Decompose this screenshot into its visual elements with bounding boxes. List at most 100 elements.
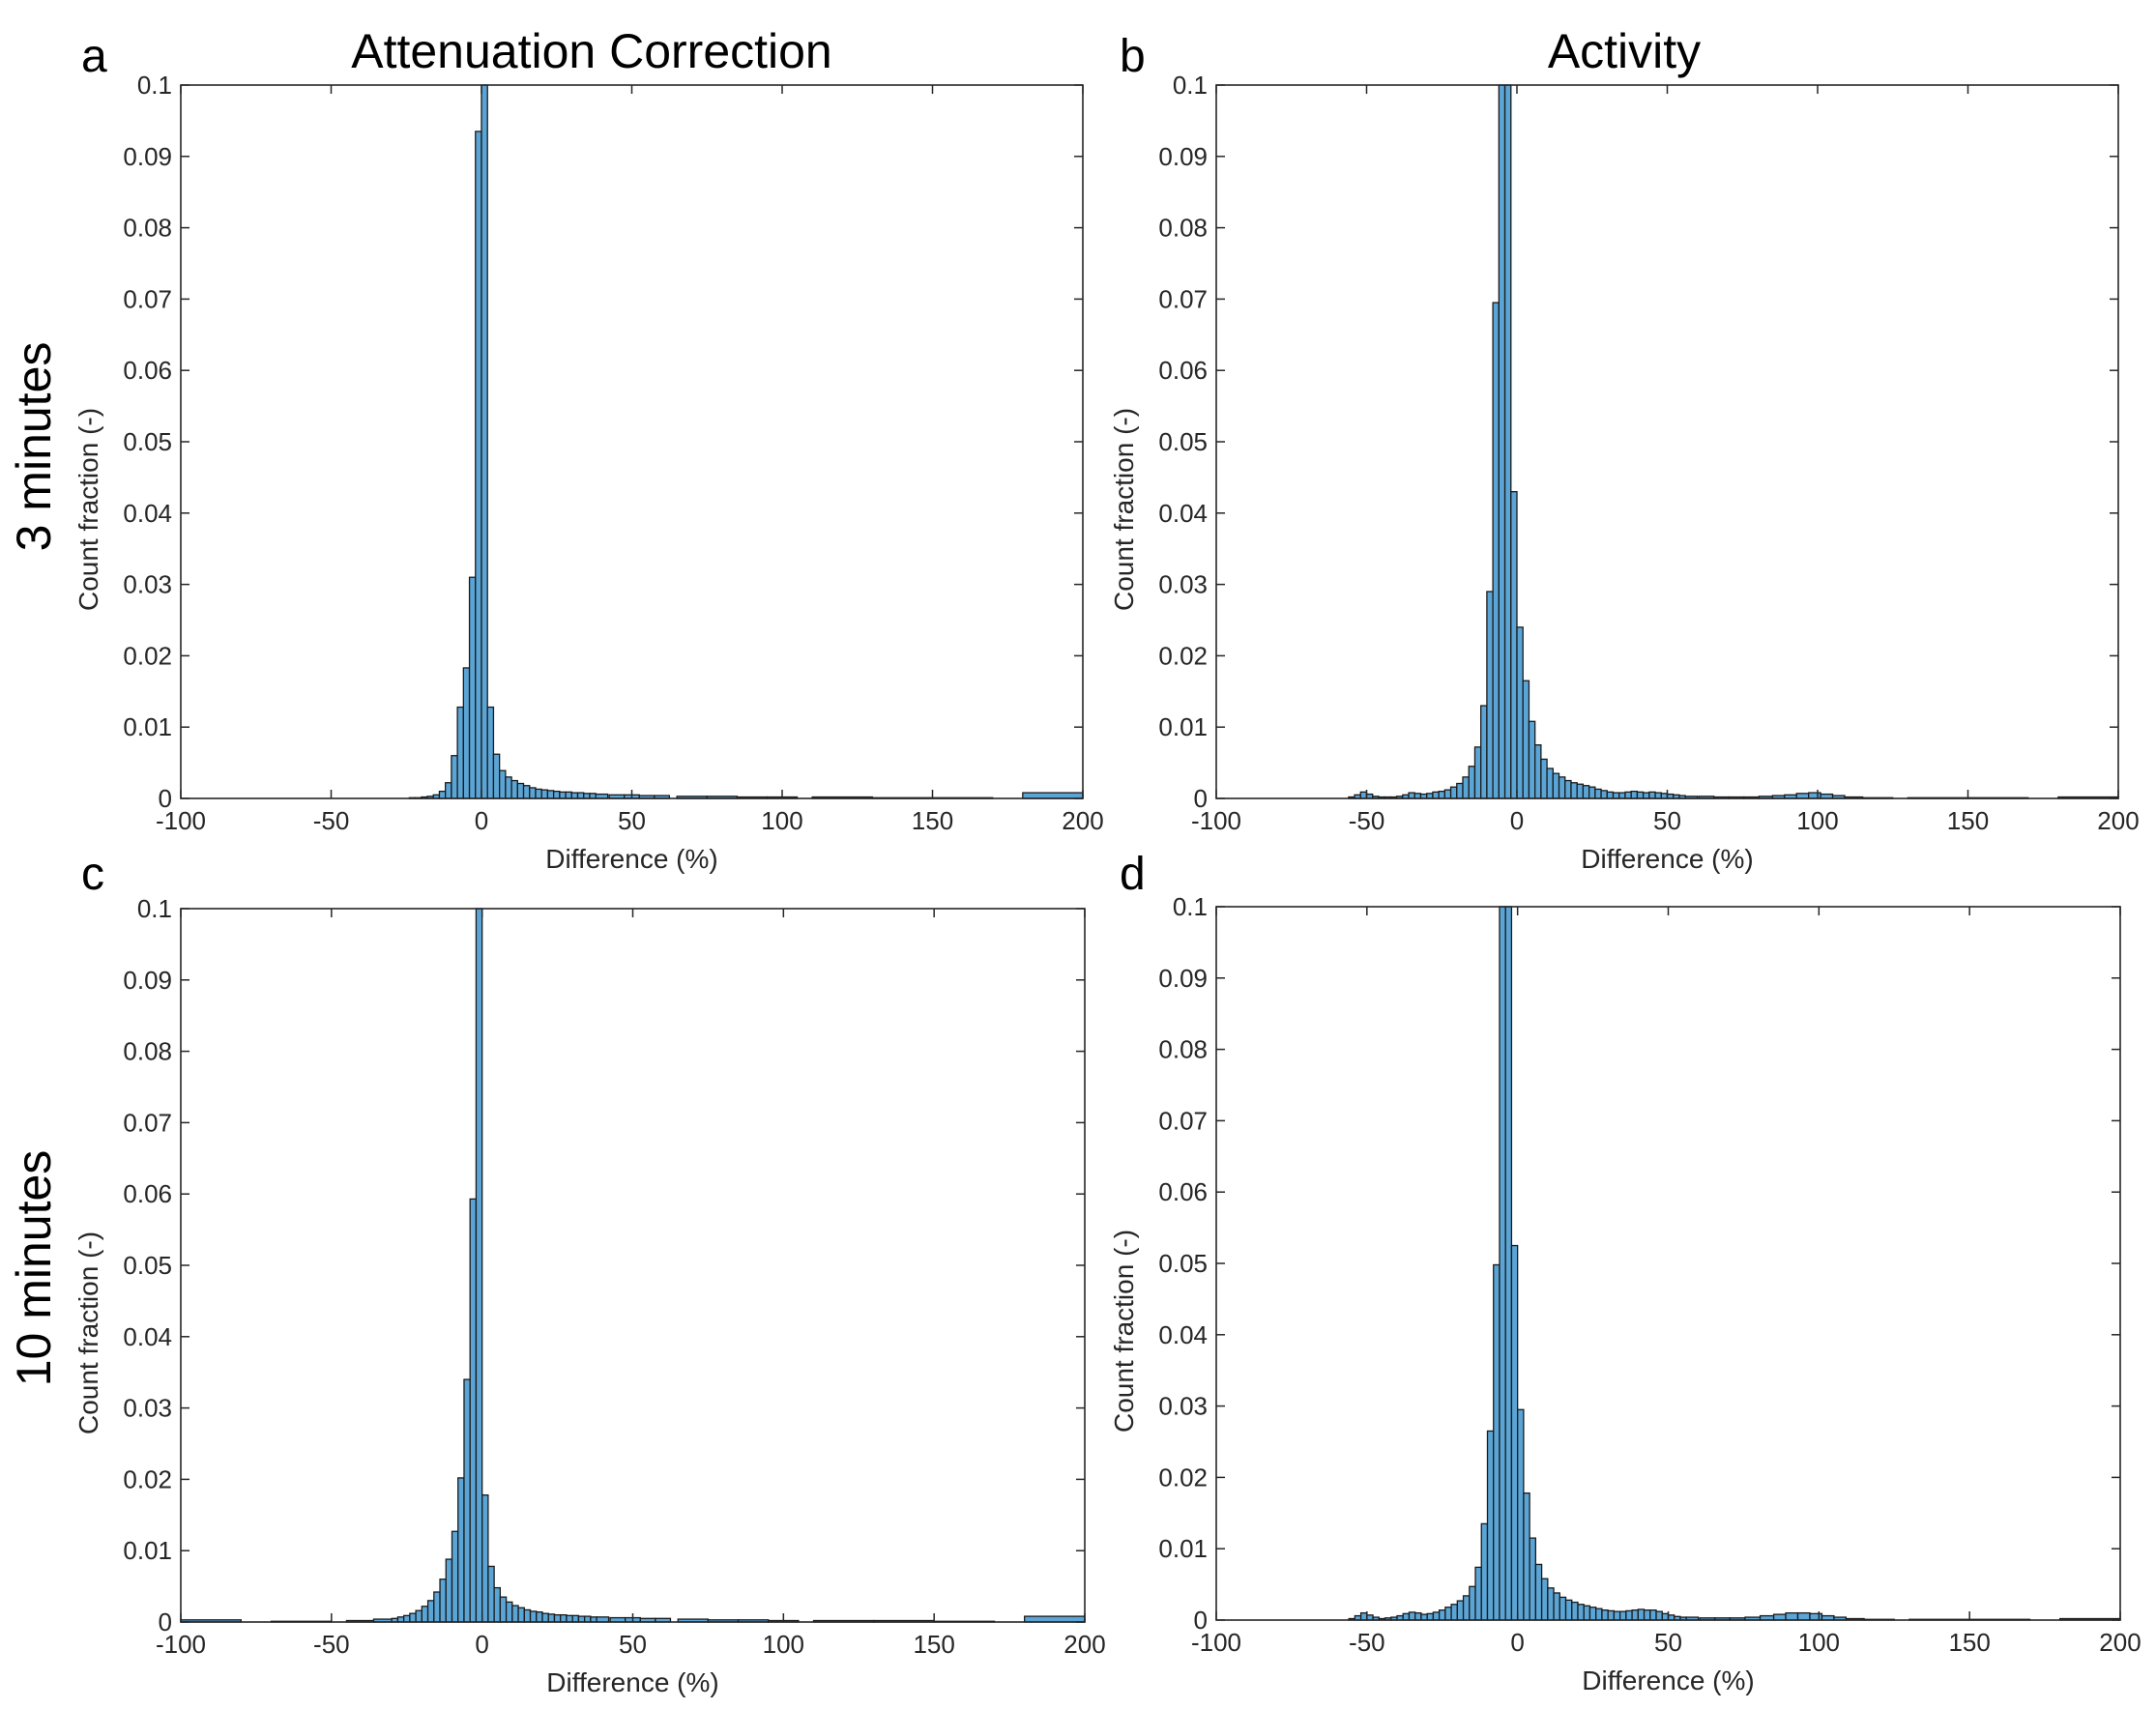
panel-letter-d: d	[1120, 849, 1146, 900]
y-tick-label: 0.06	[1158, 356, 1208, 385]
panel-letter-b: b	[1120, 31, 1146, 82]
histogram-bar	[1606, 791, 1615, 799]
histogram-bar	[1456, 1600, 1465, 1621]
histogram-bar	[409, 1612, 417, 1623]
x-tick-label: -50	[1349, 1628, 1385, 1657]
histogram-bar	[1462, 1595, 1471, 1621]
y-tick-label: 0.07	[1158, 284, 1208, 313]
histogram-bar	[566, 1614, 573, 1623]
histogram-bar	[481, 1493, 489, 1623]
histogram-bar	[1796, 1611, 1811, 1621]
x-tick-label: 200	[1062, 806, 1103, 835]
histogram-bar	[1510, 491, 1518, 799]
histogram-bar	[1492, 302, 1500, 799]
histogram-bar	[1547, 1587, 1555, 1621]
histogram-bar	[462, 667, 471, 799]
histogram-bar	[1613, 1610, 1621, 1621]
y-tick-label: 0.08	[1158, 1035, 1208, 1064]
y-tick-label: 0	[159, 784, 172, 813]
histogram-bar	[1624, 791, 1632, 799]
histogram-bar	[1432, 791, 1440, 799]
histogram-bar	[1468, 766, 1476, 799]
x-tick-label: 100	[1796, 806, 1838, 835]
histogram-bar	[536, 1611, 543, 1623]
x-axis-label-b: Difference (%)	[1581, 844, 1753, 874]
histogram-bar	[499, 1596, 508, 1623]
column-title-activity: Activity	[1548, 24, 1701, 78]
histogram-bar	[1359, 791, 1368, 799]
x-tick-label: 0	[1510, 1628, 1524, 1657]
histogram-bar	[546, 790, 555, 799]
histogram-bar	[522, 785, 531, 799]
y-tick-label: 0.08	[123, 1037, 172, 1066]
y-tick-label: 0.09	[123, 142, 172, 171]
y-tick-label: 0.07	[1158, 1106, 1208, 1135]
histogram-bar	[1588, 786, 1596, 799]
histogram-bar	[1571, 1601, 1579, 1621]
x-tick-label: 200	[2097, 806, 2139, 835]
histogram-bar	[516, 782, 525, 799]
x-tick-label: 150	[913, 1630, 954, 1659]
histogram-bar	[486, 706, 495, 799]
histogram-bar	[445, 782, 452, 799]
histogram-bar	[426, 1600, 435, 1623]
histogram-bar	[1576, 783, 1585, 799]
histogram-bar	[1449, 786, 1458, 799]
histogram-bar	[1443, 789, 1452, 799]
plot-area-b	[1216, 85, 2118, 798]
histogram-bar	[540, 789, 549, 799]
x-tick-label: 150	[1947, 806, 1989, 835]
histogram-bar	[1474, 1566, 1482, 1621]
y-tick-label: 0.1	[1173, 892, 1208, 921]
histogram-bar	[421, 1606, 429, 1623]
histogram-bar	[415, 1609, 422, 1623]
x-tick-label: 0	[475, 1630, 488, 1659]
histogram-bar	[456, 706, 464, 799]
y-tick-label: 0.03	[1158, 1392, 1208, 1421]
y-tick-label: 0.07	[123, 284, 172, 313]
histogram-bar	[1493, 1263, 1500, 1621]
histogram-bar	[481, 84, 488, 799]
histogram-bar	[552, 790, 561, 799]
histogram-bar	[451, 1530, 459, 1623]
x-axis-label-d: Difference (%)	[1582, 1666, 1754, 1695]
y-tick-label: 0.05	[1158, 427, 1208, 456]
histogram-bar	[1607, 1609, 1616, 1621]
histogram-bar	[1024, 1615, 1086, 1623]
y-tick-label: 0.1	[1173, 71, 1208, 100]
histogram-bar	[475, 130, 482, 799]
histogram-bar	[1612, 792, 1620, 799]
histogram-bar	[1469, 1585, 1476, 1621]
histogram-bar	[451, 755, 458, 799]
histogram-bar	[1022, 792, 1084, 799]
histogram-bar	[1809, 1612, 1823, 1621]
histogram-bar	[1648, 791, 1656, 799]
histogram-bar	[576, 792, 585, 799]
histogram-bar	[1594, 788, 1602, 799]
x-tick-label: 150	[1948, 1628, 1990, 1657]
x-tick-label: 50	[1654, 1628, 1682, 1657]
histogram-bar	[438, 790, 447, 799]
histogram-bar	[1432, 1611, 1441, 1621]
histogram-bar	[1408, 792, 1415, 799]
histogram-bar	[1661, 1612, 1670, 1621]
y-tick-label: 0.08	[1158, 214, 1208, 243]
y-tick-label: 0.06	[1158, 1177, 1208, 1206]
histogram-bar	[1600, 790, 1608, 799]
histogram-bar	[487, 1565, 495, 1623]
histogram-panel-a: -100 -50 0 50 100 150 200 0 0.01 0.02 0.03 0.04 0.05…	[73, 71, 1104, 874]
plot-area-a	[181, 85, 1083, 798]
panel-letter-c: c	[81, 849, 104, 900]
y-tick-label: 0.01	[123, 1536, 172, 1565]
y-tick-label: 0.04	[1158, 499, 1208, 528]
histogram-bar	[1523, 1492, 1530, 1621]
histogram-bar	[517, 1607, 525, 1623]
histogram-bar	[1450, 1604, 1458, 1621]
x-tick-label: -100	[1191, 806, 1241, 835]
histogram-bar	[1808, 792, 1821, 799]
histogram-bar	[529, 1610, 538, 1623]
y-tick-label: 0.1	[137, 71, 172, 100]
histogram-bar	[468, 576, 477, 799]
histogram-bar	[1559, 1596, 1567, 1621]
histogram-bar	[1552, 772, 1560, 799]
